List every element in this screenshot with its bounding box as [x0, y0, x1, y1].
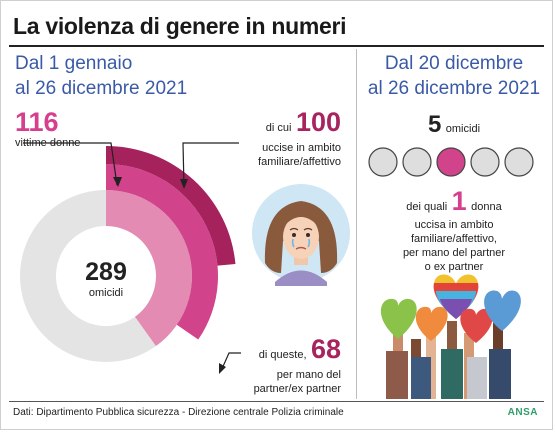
donut-chart: [19, 146, 236, 362]
donut-segment-family: [106, 164, 218, 340]
crying-woman-icon: [252, 184, 350, 286]
victims-arrow: [23, 142, 118, 186]
ansa-logo: ANSA: [507, 407, 538, 418]
women-suffix: donna: [471, 201, 502, 213]
women-line5: o ex partner: [424, 261, 484, 273]
source-note: Dati: Dipartimento Pubblica sicurezza - …: [13, 407, 344, 418]
family-line1: uccise in ambito: [262, 142, 341, 154]
right-period: Dal 20 dicembre al 26 dicembre 2021: [364, 51, 544, 101]
family-arrow-head: [180, 179, 188, 189]
partner-block: di queste, 68 per mano del partner/ex pa…: [237, 335, 341, 396]
homicides-number: 5: [427, 111, 442, 138]
women-line2: uccisa in ambito: [414, 219, 494, 231]
column-divider: [356, 49, 357, 399]
women-number: 1: [451, 186, 467, 216]
family-line2: familiare/affettivo: [258, 156, 341, 168]
homicide-dots: [368, 147, 534, 177]
partner-line1: per mano del: [276, 369, 341, 381]
donut-segment-victims: [106, 190, 192, 347]
homicides-block: 5 omicidi: [364, 111, 544, 139]
dot-homicide: [368, 147, 398, 177]
victims-number: 116: [15, 107, 59, 137]
left-period-line1: Dal 1 gennaio: [15, 53, 133, 74]
family-prefix: di cui: [265, 122, 292, 134]
footer-rule: [9, 401, 544, 402]
raised-hearts-icon: [380, 274, 521, 399]
women-block: dei quali 1 donna uccisa in ambito famil…: [364, 186, 544, 274]
donut-segment-partner: [106, 146, 236, 266]
family-number: 100: [295, 107, 341, 137]
family-arrow: [182, 142, 239, 188]
homicides-label: omicidi: [445, 123, 481, 135]
victims-arrow-head: [113, 177, 122, 187]
total-number: 289: [85, 258, 127, 286]
partner-prefix: di queste,: [258, 349, 307, 361]
partner-arrow: [220, 352, 241, 372]
women-line3: familiare/affettivo,: [410, 233, 497, 245]
dot-homicide: [402, 147, 432, 177]
partner-arrow-head: [219, 363, 226, 374]
left-period: Dal 1 gennaio al 26 dicembre 2021: [15, 51, 187, 101]
left-period-line2: al 26 dicembre 2021: [15, 78, 188, 99]
women-prefix: dei quali: [406, 201, 448, 213]
right-period-line2: al 26 dicembre 2021: [367, 78, 541, 99]
dot-homicide: [470, 147, 500, 177]
partner-line2: partner/ex partner: [253, 383, 341, 395]
family-block: di cui 100 uccise in ambito familiare/af…: [237, 108, 341, 169]
women-line4: per mano del partner: [402, 247, 506, 259]
dot-homicide: [504, 147, 534, 177]
dot-woman-victim: [436, 147, 466, 177]
title-rule: [9, 45, 544, 47]
page-title: La violenza di genere in numeri: [13, 13, 347, 39]
partner-number: 68: [310, 334, 341, 364]
right-period-line1: Dal 20 dicembre: [384, 53, 524, 74]
total-label: omicidi: [88, 287, 124, 299]
donut-center: 289 omicidi: [61, 258, 151, 300]
